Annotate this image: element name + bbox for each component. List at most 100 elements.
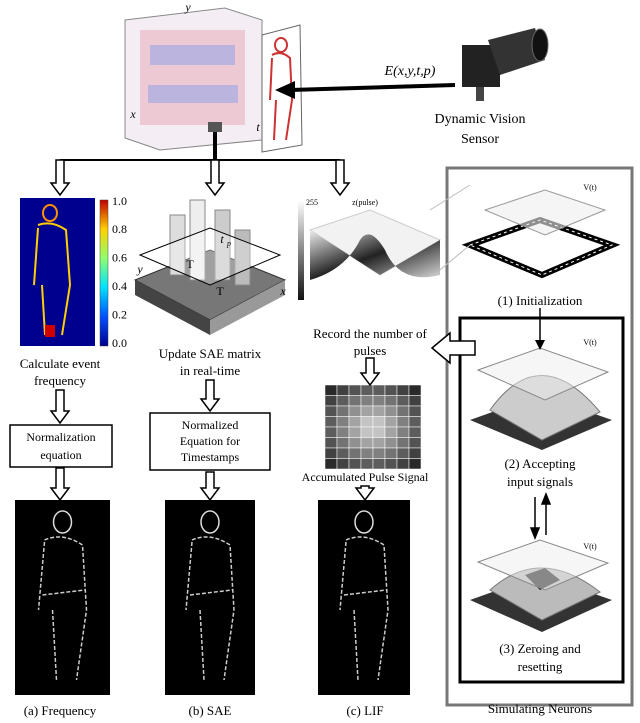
grid-cell	[384, 458, 398, 470]
connector	[439, 244, 471, 271]
process-box	[149, 412, 271, 471]
colorbar-tick: 1.0	[112, 194, 127, 208]
grid-cell	[324, 447, 338, 459]
step-label: (3) Zeroing and	[499, 641, 581, 656]
grid-cell	[384, 437, 398, 449]
arrow-line	[289, 83, 456, 92]
grid-cell	[348, 395, 362, 407]
grid-cell	[384, 447, 398, 459]
grid-cell	[360, 405, 374, 417]
grid-cell	[348, 447, 362, 459]
grid-cell	[408, 426, 422, 438]
step-label: Record the number of	[313, 326, 427, 341]
silhouette-head	[52, 510, 73, 534]
grid-cell	[336, 447, 350, 459]
caption: (a) Frequency	[24, 703, 97, 718]
accept-plot	[470, 347, 612, 450]
axis-label: 255	[306, 198, 318, 207]
axis-label: z(pulse)	[352, 198, 378, 207]
sae-plot	[133, 199, 287, 335]
output-image	[318, 500, 410, 695]
arrowhead	[535, 340, 545, 350]
grid-cell	[324, 437, 338, 449]
grid-cell	[348, 405, 362, 417]
grid-cell	[360, 384, 374, 396]
axis-label: V(t)	[583, 338, 597, 347]
sensor-label: Sensor	[461, 132, 499, 147]
colorbar	[99, 199, 109, 347]
step-label: (1) Initialization	[498, 293, 583, 308]
hollow-arrow	[49, 389, 71, 425]
grid-cell	[324, 426, 338, 438]
step-label: Update SAE matrix	[159, 346, 262, 361]
grid-cell	[360, 437, 374, 449]
grid-cell	[348, 437, 362, 449]
colorbar-tick: 0.2	[112, 307, 127, 321]
hollow-arrow	[199, 379, 221, 413]
grid-cell	[396, 405, 410, 417]
hollow-arrow	[199, 471, 221, 502]
process-box	[9, 424, 113, 468]
neuron-panel	[445, 166, 634, 707]
grid-cell	[372, 458, 386, 470]
grid-cell	[408, 458, 422, 470]
grid-cell	[408, 384, 422, 396]
grid-cell	[336, 437, 350, 449]
grid-cell	[348, 384, 362, 396]
hollow-arrow	[329, 159, 351, 197]
camera-icon	[462, 28, 549, 101]
grid-cell	[384, 405, 398, 417]
grid-cell	[360, 395, 374, 407]
colorbar-tick: 0.0	[112, 336, 127, 350]
grid-cell	[396, 384, 410, 396]
hollow-arrow	[359, 357, 381, 387]
box-label: Normalized	[182, 418, 239, 432]
grid-cell	[396, 447, 410, 459]
grid-cell	[336, 458, 350, 470]
pulse-grid	[324, 384, 422, 470]
grid-cell	[348, 426, 362, 438]
frequency-map	[20, 198, 95, 346]
caption: Simulating Neurons	[488, 701, 592, 716]
grid-cell	[336, 405, 350, 417]
grid-cell	[360, 458, 374, 470]
colorbar-tick: 0.8	[112, 222, 127, 236]
grid-cell	[396, 416, 410, 428]
grid-cell	[360, 416, 374, 428]
step-label: pulses	[354, 343, 387, 358]
caption: (c) LIF	[346, 703, 383, 718]
grid-cell	[360, 426, 374, 438]
axis-label: y	[136, 262, 143, 276]
hollow-arrow	[354, 485, 376, 502]
grid-cell	[408, 405, 422, 417]
plot-label: T	[216, 284, 224, 298]
reset-plot	[470, 539, 612, 632]
grid-cell	[372, 437, 386, 449]
grid-cell	[384, 395, 398, 407]
box-label: equation	[40, 448, 81, 462]
grid-cell	[336, 395, 350, 407]
init-plot	[461, 189, 621, 279]
axis-label: x	[279, 284, 286, 298]
grid-cell	[408, 447, 422, 459]
axis-label: x	[129, 107, 136, 121]
box-label: Normalization	[26, 430, 95, 444]
grid-cell	[348, 458, 362, 470]
grid-cell	[324, 395, 338, 407]
plot-label: p	[226, 239, 231, 248]
pulse-surface	[298, 200, 442, 300]
hollow-arrow	[49, 159, 71, 197]
grid-cell	[396, 426, 410, 438]
grid-cell	[348, 416, 362, 428]
hollow-arrow	[204, 159, 226, 197]
grid-cell	[336, 426, 350, 438]
grid-cell	[396, 437, 410, 449]
grid-cell	[336, 384, 350, 396]
silhouette-head	[200, 510, 220, 534]
grid-cell	[372, 395, 386, 407]
grid-cell	[396, 458, 410, 470]
grid-cell	[396, 395, 410, 407]
plot-label: T	[186, 257, 194, 271]
axis-label: V(t)	[583, 542, 597, 551]
